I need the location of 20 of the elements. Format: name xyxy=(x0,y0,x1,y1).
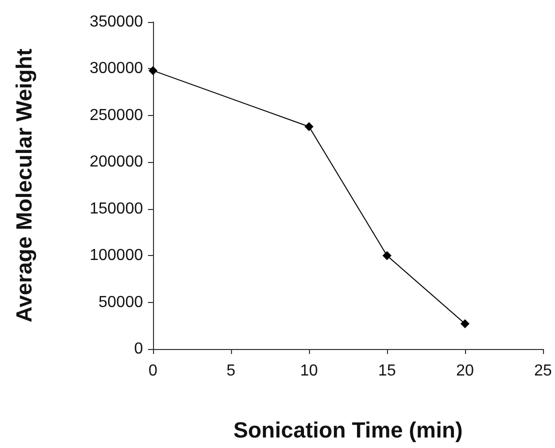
point xyxy=(382,251,392,260)
y-tick-label: 100000 xyxy=(90,247,144,264)
y-tick-label: 0 xyxy=(134,340,144,358)
y-tick-label: 200000 xyxy=(90,154,144,171)
y-tick-label: 50000 xyxy=(98,294,144,311)
x-tick-label: 15 xyxy=(378,362,396,380)
x-tick-label: 25 xyxy=(534,362,552,380)
y-tick-label: 150000 xyxy=(90,200,144,218)
x-tick-label: 20 xyxy=(456,362,474,380)
point xyxy=(460,319,470,328)
point xyxy=(304,122,314,132)
x-tick-label: 0 xyxy=(148,362,158,380)
y-axis-title: Average Molecular Weight xyxy=(12,48,36,322)
y-tick-label: 350000 xyxy=(90,14,144,30)
x-tick-label: 10 xyxy=(300,362,318,380)
y-tick-label: 250000 xyxy=(90,106,144,124)
x-tick-label: 5 xyxy=(226,362,236,380)
x-axis-title: Sonication Time (min) xyxy=(233,418,463,442)
y-tick-label: 300000 xyxy=(90,60,144,78)
point xyxy=(148,66,158,76)
